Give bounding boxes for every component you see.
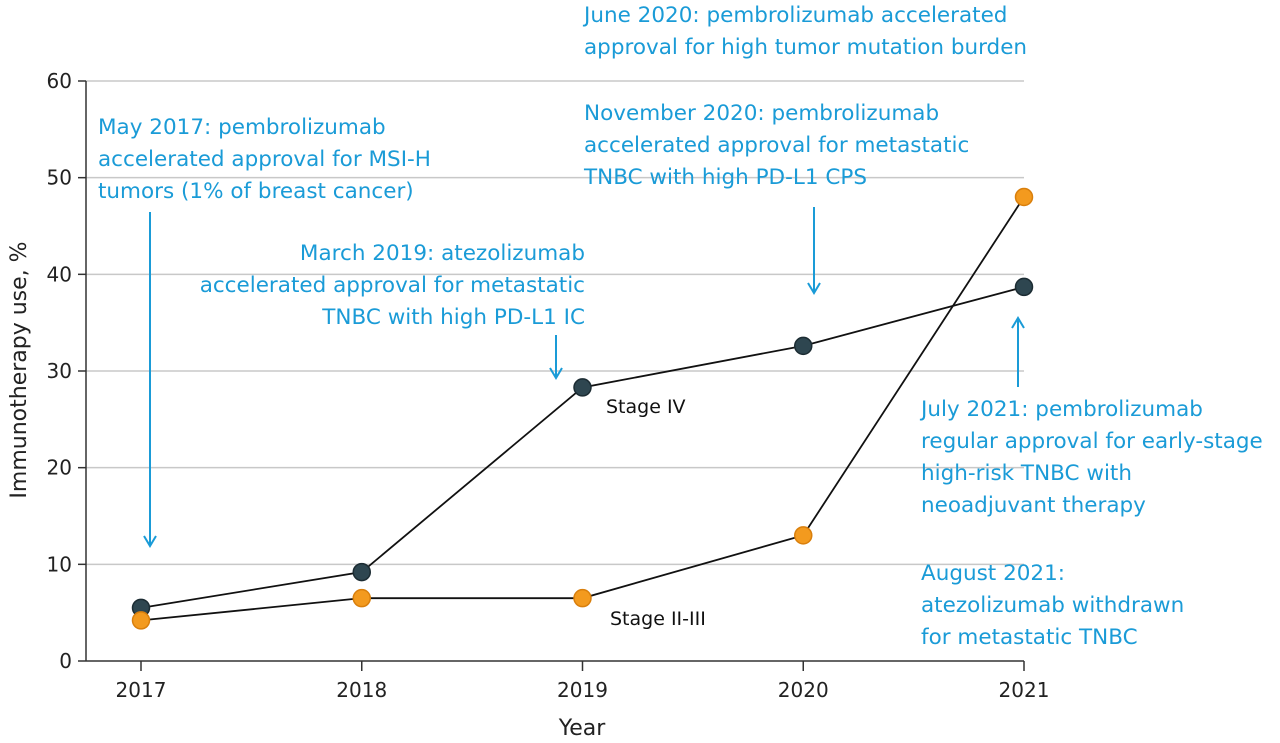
annotation-arrow-head xyxy=(807,282,821,295)
y-tick-label: 40 xyxy=(47,262,72,286)
annotation-mar-2019: March 2019: atezolizumab accelerated app… xyxy=(200,238,585,334)
annotation-line: TNBC with high PD-L1 IC xyxy=(322,305,585,330)
x-axis-title: Year xyxy=(558,716,607,741)
x-tick-label: 2020 xyxy=(778,678,829,702)
y-tick-label: 20 xyxy=(47,456,72,480)
annotation-line: accelerated approval for metastatic xyxy=(199,273,585,298)
data-point xyxy=(131,611,151,630)
annotation-line: November 2020: pembrolizumab xyxy=(584,101,940,126)
data-point xyxy=(794,336,813,356)
y-tick-label: 60 xyxy=(47,69,72,93)
y-tick-label: 0 xyxy=(59,649,72,673)
y-tick-label: 10 xyxy=(47,552,72,576)
x-tick-label: 2017 xyxy=(116,678,167,702)
x-tick-label: 2021 xyxy=(999,678,1050,702)
annotation-line: May 2017: pembrolizumab xyxy=(98,115,386,140)
x-tick-label: 2018 xyxy=(336,678,387,702)
annotation-line: approval for high tumor mutation burden xyxy=(584,35,1028,60)
y-axis-title: Immunotherapy use, % xyxy=(7,241,32,498)
series-line xyxy=(140,286,1025,609)
data-point xyxy=(794,526,813,545)
annotation-line: August 2021: xyxy=(921,561,1066,586)
y-tick-label: 50 xyxy=(47,166,72,190)
annotation-line: accelerated approval for MSI-H xyxy=(98,147,431,172)
annotation-may-2017: May 2017: pembrolizumab accelerated appr… xyxy=(98,112,431,208)
annotation-line: for metastatic TNBC xyxy=(921,625,1138,650)
annotation-aug-2021: August 2021: atezolizumab withdrawn for … xyxy=(921,558,1184,654)
annotation-line: atezolizumab withdrawn xyxy=(921,593,1185,618)
annotation-jun-2020: June 2020: pembrolizumab accelerated app… xyxy=(584,0,1027,64)
x-tick-label: 2019 xyxy=(557,678,608,702)
data-point xyxy=(573,378,592,397)
y-tick-labels: 0 10 20 30 40 50 60 xyxy=(47,69,72,673)
annotation-line: high-risk TNBC with xyxy=(921,461,1132,486)
data-point xyxy=(352,588,371,608)
series-label-stage-iv: Stage IV xyxy=(606,396,686,418)
series-points xyxy=(131,187,1034,630)
data-point xyxy=(1014,277,1034,297)
annotation-line: accelerated approval for metastatic xyxy=(584,133,970,158)
annotation-line: regular approval for early-stage xyxy=(921,429,1263,454)
annotation-arrow-head xyxy=(1011,316,1025,329)
data-point xyxy=(352,562,371,582)
annotation-line: March 2019: atezolizumab xyxy=(299,241,585,266)
y-tick-label: 30 xyxy=(47,359,72,383)
annotation-arrow-head xyxy=(549,367,563,380)
series-label-stage-ii-iii: Stage II-III xyxy=(610,608,706,630)
annotation-arrows xyxy=(143,207,1025,548)
data-point xyxy=(573,588,592,608)
axes xyxy=(78,80,1025,671)
annotation-line: tumors (1% of breast cancer) xyxy=(98,179,414,204)
annotation-line: June 2020: pembrolizumab accelerated xyxy=(584,3,1008,28)
x-tick-labels: 2017 2018 2019 2020 2021 xyxy=(116,678,1050,702)
annotation-nov-2020: November 2020: pembrolizumab accelerated… xyxy=(584,98,969,194)
annotation-line: neoadjuvant therapy xyxy=(921,493,1146,518)
annotation-line: July 2021: pembrolizumab xyxy=(921,397,1203,422)
data-point xyxy=(1014,187,1034,207)
annotation-jul-2021: July 2021: pembrolizumab regular approva… xyxy=(921,394,1263,522)
annotation-arrow-head xyxy=(143,535,157,548)
annotation-line: TNBC with high PD-L1 CPS xyxy=(584,165,867,190)
